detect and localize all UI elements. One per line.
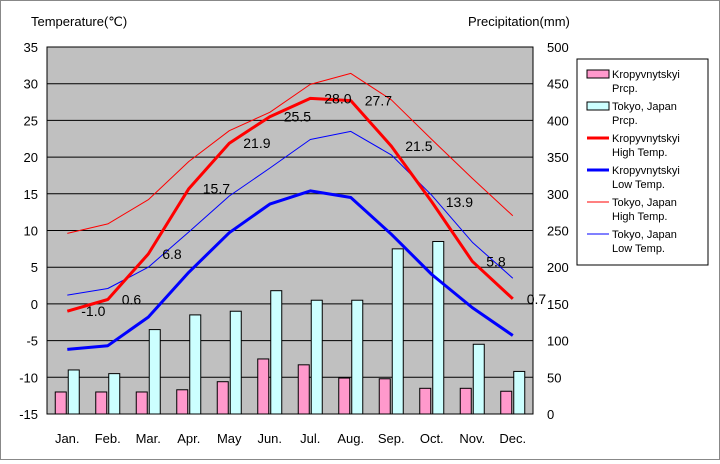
precip-bar — [351, 299, 364, 415]
data-label: 15.7 — [203, 181, 230, 197]
precip-bar — [432, 241, 445, 415]
left-tick-label: 10 — [24, 224, 38, 239]
temp-line — [67, 189, 514, 351]
precip-bar — [216, 381, 229, 415]
right-tick-label: 400 — [547, 113, 569, 128]
data-label: 13.9 — [446, 194, 473, 210]
left-tick-label: -15 — [19, 407, 38, 422]
legend-label: Kropyvnytskyi — [612, 165, 680, 177]
left-tick-label: 5 — [31, 260, 38, 275]
precip-bar — [108, 373, 121, 415]
precip-bar — [148, 329, 161, 415]
x-tick-label: Mar. — [136, 431, 161, 446]
x-tick-label: Jun. — [257, 431, 282, 446]
left-tick-label: 25 — [24, 113, 38, 128]
legend-label: Kropyvnytskyi — [612, 69, 680, 81]
left-axis-title: Temperature(℃) — [31, 14, 127, 29]
left-tick-label: 20 — [24, 150, 38, 165]
right-tick-label: 200 — [547, 260, 569, 275]
data-label: 21.9 — [243, 135, 270, 151]
legend-label: Tokyo, Japan — [612, 197, 677, 209]
precip-bar — [229, 310, 242, 415]
data-label: 21.5 — [405, 138, 432, 154]
legend-label: High Temp. — [612, 211, 667, 223]
x-tick-label: Jul. — [300, 431, 320, 446]
left-tick-label: 30 — [24, 77, 38, 92]
temp-line — [66, 96, 514, 313]
precip-bar — [513, 370, 526, 415]
legend-label: Prcp. — [612, 115, 638, 127]
data-label: 25.5 — [284, 109, 311, 125]
left-tick-label: -5 — [26, 334, 38, 349]
data-label: 0.7 — [527, 291, 547, 307]
right-tick-label: 350 — [547, 150, 569, 165]
precip-bar — [297, 364, 310, 415]
precip-bar — [270, 290, 283, 415]
data-label: -1.0 — [81, 303, 105, 319]
legend-label: Prcp. — [612, 83, 638, 95]
precip-bar — [472, 343, 485, 415]
data-label: 5.8 — [486, 253, 506, 269]
right-tick-label: 100 — [547, 334, 569, 349]
legend-label: Low Temp. — [612, 243, 665, 255]
legend-box — [576, 58, 709, 266]
right-axis-title: Precipitation(mm) — [468, 14, 570, 29]
precip-bar — [338, 377, 351, 415]
right-tick-label: 0 — [547, 407, 554, 422]
left-tick-label: 35 — [24, 40, 38, 55]
legend-swatch — [586, 101, 610, 111]
data-label: 6.8 — [162, 246, 182, 262]
legend-label: High Temp. — [612, 147, 667, 159]
x-tick-label: May — [217, 431, 242, 446]
precip-bar — [378, 378, 391, 415]
x-tick-label: Apr. — [177, 431, 200, 446]
x-tick-label: Oct. — [420, 431, 444, 446]
legend-label: Low Temp. — [612, 179, 665, 191]
right-tick-label: 150 — [547, 297, 569, 312]
x-tick-label: Nov. — [459, 431, 485, 446]
x-tick-label: Feb. — [95, 431, 121, 446]
right-tick-label: 500 — [547, 40, 569, 55]
legend-label: Tokyo, Japan — [612, 101, 677, 113]
legend-label: Tokyo, Japan — [612, 229, 677, 241]
x-tick-label: Sep. — [378, 431, 405, 446]
precip-bar — [419, 387, 432, 415]
data-label: 0.6 — [122, 291, 142, 307]
precip-bar — [391, 248, 404, 415]
precip-bar — [135, 391, 148, 415]
data-label: 28.0 — [324, 90, 351, 106]
precip-bar — [176, 389, 189, 415]
x-tick-label: Dec. — [499, 431, 526, 446]
precip-bar — [67, 369, 80, 415]
precip-bar — [500, 390, 513, 415]
temp-line — [67, 130, 514, 296]
precip-bar — [95, 391, 108, 415]
precip-bar — [54, 391, 67, 415]
right-tick-label: 50 — [547, 370, 561, 385]
right-tick-label: 450 — [547, 77, 569, 92]
x-tick-label: Jan. — [55, 431, 80, 446]
left-tick-label: 15 — [24, 187, 38, 202]
data-label: 27.7 — [365, 93, 392, 109]
left-tick-label: -10 — [19, 370, 38, 385]
right-tick-label: 250 — [547, 224, 569, 239]
precip-bar — [310, 299, 323, 415]
precip-bar — [459, 387, 472, 415]
legend-swatch — [586, 69, 610, 79]
right-tick-label: 300 — [547, 187, 569, 202]
x-tick-label: Aug. — [337, 431, 364, 446]
precip-bar — [189, 314, 202, 415]
temp-line — [67, 72, 514, 234]
left-tick-label: 0 — [31, 297, 38, 312]
legend-label: Kropyvnytskyi — [612, 133, 680, 145]
precip-bar — [257, 358, 270, 415]
